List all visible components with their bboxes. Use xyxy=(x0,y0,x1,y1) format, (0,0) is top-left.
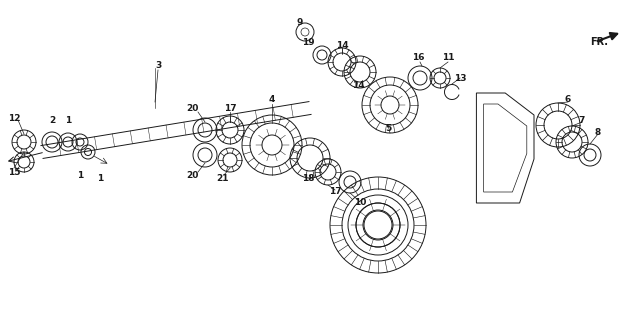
Text: 1: 1 xyxy=(65,116,71,124)
Text: 3: 3 xyxy=(155,60,161,69)
Text: 2: 2 xyxy=(49,116,55,124)
Text: 19: 19 xyxy=(302,37,314,46)
Text: 13: 13 xyxy=(454,74,466,83)
Text: 1: 1 xyxy=(97,173,103,182)
Text: 10: 10 xyxy=(354,197,366,206)
Text: FR.: FR. xyxy=(590,37,608,47)
Text: 18: 18 xyxy=(302,173,314,182)
Text: 15: 15 xyxy=(8,167,20,177)
Text: 12: 12 xyxy=(8,114,20,123)
Text: 21: 21 xyxy=(216,173,228,182)
Text: 8: 8 xyxy=(595,127,601,137)
Text: 14: 14 xyxy=(336,41,348,50)
Text: 17: 17 xyxy=(224,103,236,113)
Text: 20: 20 xyxy=(186,171,198,180)
Text: 16: 16 xyxy=(412,53,424,62)
Text: 6: 6 xyxy=(565,95,571,105)
Text: 5: 5 xyxy=(385,124,391,132)
Text: 20: 20 xyxy=(186,103,198,113)
Text: 17: 17 xyxy=(329,188,341,196)
Text: 4: 4 xyxy=(269,95,275,105)
Text: 14: 14 xyxy=(352,81,364,90)
Text: 9: 9 xyxy=(297,18,303,27)
Text: 1: 1 xyxy=(77,171,83,180)
Text: 7: 7 xyxy=(579,116,585,124)
Text: 11: 11 xyxy=(441,53,454,62)
